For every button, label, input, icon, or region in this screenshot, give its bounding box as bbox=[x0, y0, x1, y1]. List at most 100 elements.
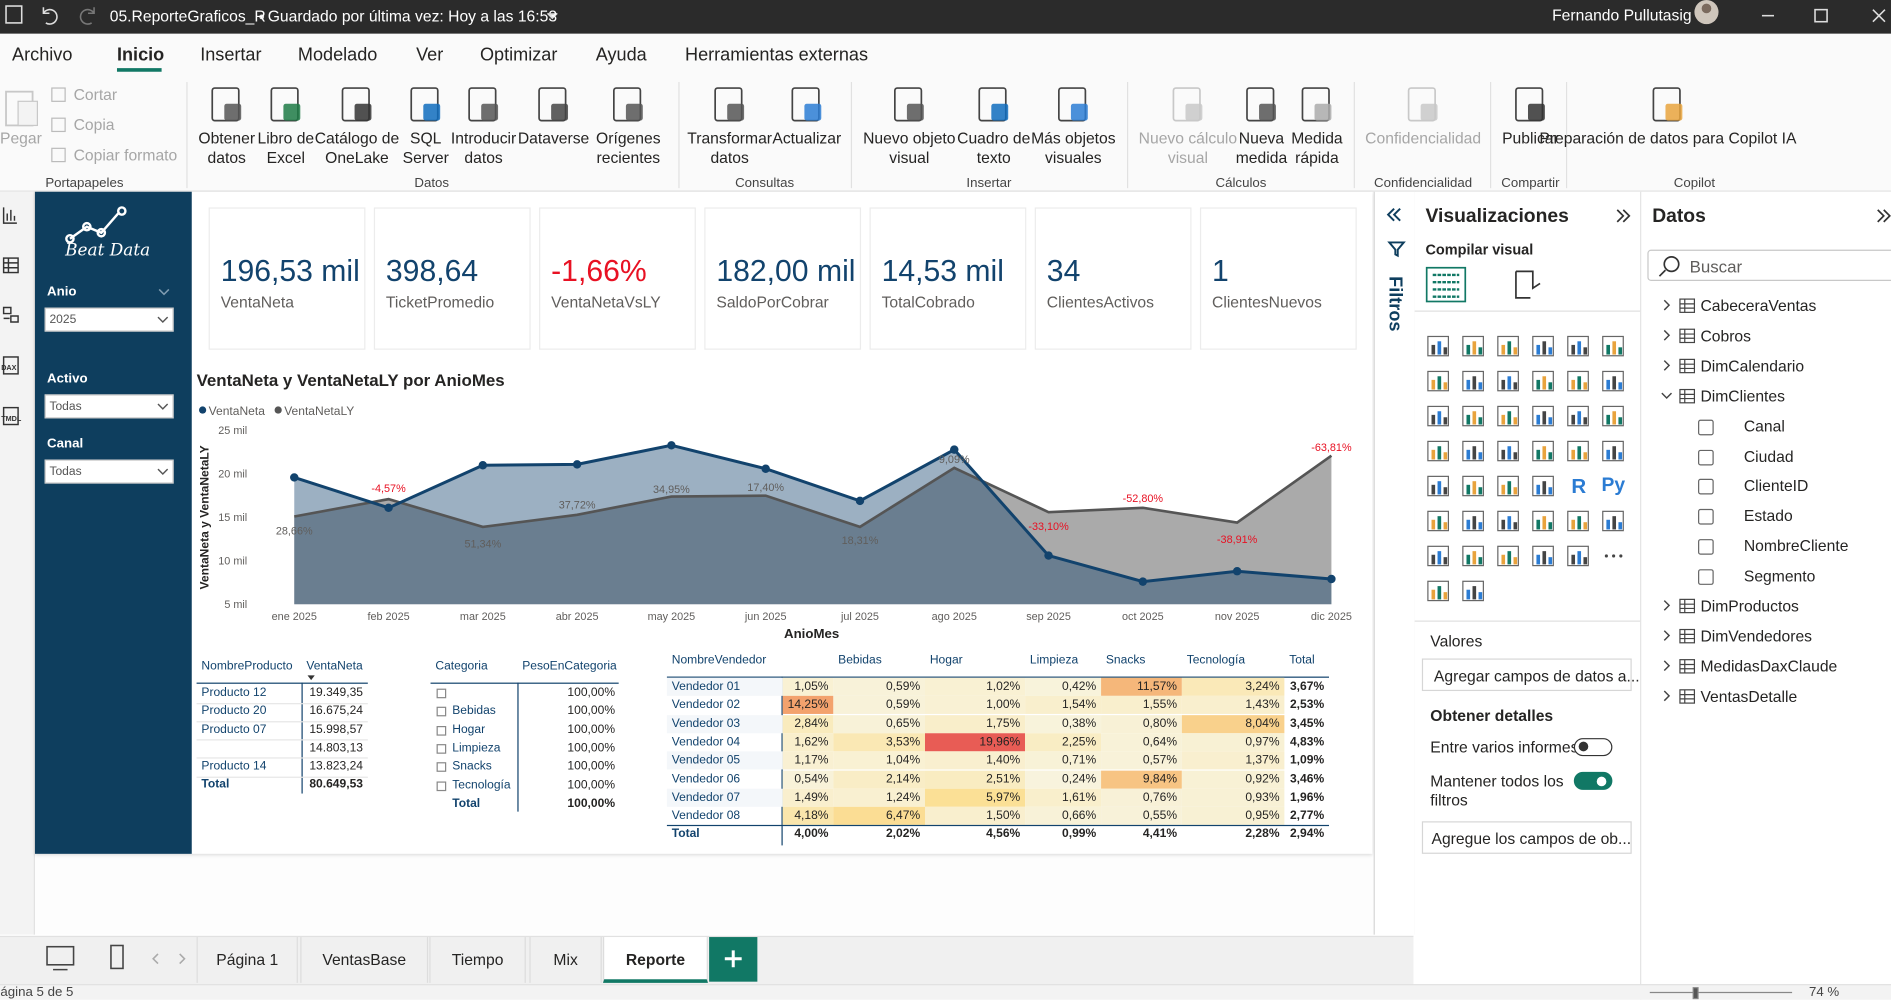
visual-type-icon[interactable] bbox=[1427, 579, 1451, 603]
column-name[interactable]: Estado bbox=[1743, 506, 1793, 525]
toggle[interactable] bbox=[1573, 771, 1613, 790]
column-name[interactable]: Ciudad bbox=[1743, 446, 1794, 465]
menu-tab[interactable]: Optimizar bbox=[479, 44, 558, 66]
visual-type-icon[interactable] bbox=[1497, 404, 1521, 428]
visual-type-icon[interactable] bbox=[1532, 474, 1556, 498]
visual-type-icon[interactable] bbox=[1497, 334, 1521, 358]
visual-type-icon[interactable] bbox=[1532, 439, 1556, 463]
table-name[interactable]: MedidasDaxClaude bbox=[1700, 657, 1838, 676]
ribbon-button[interactable]: Preparación de datos para Copilot IA bbox=[1539, 129, 1797, 148]
table-name[interactable]: DimProductos bbox=[1700, 596, 1799, 616]
visual-type-icon[interactable] bbox=[1462, 579, 1486, 603]
visual-type-icon[interactable] bbox=[1532, 509, 1556, 533]
visual-type-icon[interactable] bbox=[1427, 544, 1451, 568]
table-name[interactable]: VentasDetalle bbox=[1700, 687, 1798, 706]
ribbon-button[interactable]: Copia bbox=[73, 115, 115, 134]
visual-type-icon[interactable] bbox=[1567, 509, 1591, 533]
ribbon-button[interactable]: Obtener datos bbox=[198, 129, 256, 167]
ribbon-button[interactable]: Confidencialidad bbox=[1365, 129, 1482, 148]
table-name[interactable]: CabeceraVentas bbox=[1700, 296, 1817, 315]
ribbon-button[interactable]: Pegar bbox=[0, 129, 42, 148]
checkbox[interactable] bbox=[1698, 569, 1714, 586]
menu-tab[interactable]: Inicio bbox=[116, 44, 165, 66]
field-well[interactable]: Agregar campos de datos a... bbox=[1421, 658, 1640, 692]
ribbon-button[interactable]: Libro de Excel bbox=[257, 129, 315, 167]
visual-type-icon[interactable] bbox=[1602, 544, 1626, 568]
visual-type-icon[interactable] bbox=[1497, 509, 1521, 533]
ribbon-button[interactable]: Cortar bbox=[73, 85, 118, 104]
table-name[interactable]: DimClientes bbox=[1700, 386, 1785, 405]
visual-type-icon[interactable] bbox=[1462, 544, 1486, 568]
nav-label[interactable]: TMDL bbox=[1, 416, 22, 424]
ribbon-button[interactable]: Nueva medida bbox=[1235, 129, 1288, 167]
ribbon-button[interactable]: Catálogo de OneLake bbox=[314, 129, 400, 167]
visual-type-icon[interactable] bbox=[1567, 334, 1591, 358]
visual-type-icon[interactable] bbox=[1567, 404, 1591, 428]
table-name[interactable]: DimVendedores bbox=[1700, 626, 1812, 646]
page-tab[interactable]: Tiempo bbox=[429, 937, 526, 983]
ribbon-button[interactable]: Transformar datos bbox=[687, 129, 773, 167]
ribbon-button[interactable]: Actualizar bbox=[772, 129, 842, 148]
table-name[interactable]: Cobros bbox=[1700, 326, 1752, 345]
visual-type-icon[interactable] bbox=[1497, 544, 1521, 568]
checkbox[interactable] bbox=[1698, 509, 1714, 525]
slicer-dropdown[interactable]: Todas bbox=[44, 459, 174, 484]
filters-title[interactable]: Filtros bbox=[1384, 276, 1405, 332]
column-name[interactable]: ClienteID bbox=[1743, 476, 1809, 495]
column-name[interactable]: Segmento bbox=[1743, 566, 1816, 586]
checkbox[interactable] bbox=[1698, 449, 1714, 465]
visual-glyph[interactable]: R bbox=[1571, 475, 1587, 499]
visual-type-icon[interactable] bbox=[1532, 404, 1556, 428]
visual-type-icon[interactable] bbox=[1427, 404, 1451, 428]
visual-type-icon[interactable] bbox=[1567, 544, 1591, 568]
visual-type-icon[interactable] bbox=[1532, 334, 1556, 358]
slicer-dropdown[interactable]: 2025 bbox=[44, 307, 174, 332]
ribbon-button[interactable]: Más objetos visuales bbox=[1031, 129, 1116, 167]
ribbon-button[interactable]: Nuevo objeto visual bbox=[863, 129, 956, 167]
visual-type-icon[interactable] bbox=[1427, 439, 1451, 463]
field-well[interactable]: Agregue los campos de ob... bbox=[1421, 821, 1632, 854]
column-name[interactable]: Canal bbox=[1743, 416, 1785, 435]
page-tab[interactable]: Reporte bbox=[602, 937, 708, 983]
visual-type-icon[interactable] bbox=[1532, 544, 1556, 568]
ribbon-button[interactable]: Orígenes recientes bbox=[596, 129, 661, 167]
nav-label[interactable]: DAX bbox=[1, 365, 17, 373]
visual-type-icon[interactable] bbox=[1427, 369, 1451, 393]
slicer-dropdown[interactable]: Todas bbox=[44, 394, 174, 419]
menu-tab[interactable]: Modelado bbox=[297, 44, 378, 66]
visual-type-icon[interactable] bbox=[1462, 439, 1486, 463]
page-tab[interactable]: Mix bbox=[529, 937, 602, 983]
visual-type-icon[interactable] bbox=[1567, 439, 1591, 463]
visual-type-icon[interactable] bbox=[1462, 334, 1486, 358]
toggle[interactable] bbox=[1573, 738, 1613, 757]
checkbox[interactable] bbox=[1698, 479, 1714, 495]
ribbon-button[interactable]: Nuevo cálculo visual bbox=[1138, 129, 1238, 167]
visual-type-icon[interactable] bbox=[1567, 369, 1591, 393]
visual-type-icon[interactable] bbox=[1602, 404, 1626, 428]
ribbon-button[interactable]: Cuadro de texto bbox=[957, 129, 1031, 167]
page-tab[interactable]: Página 1 bbox=[196, 937, 298, 983]
visual-type-icon[interactable] bbox=[1602, 439, 1626, 463]
visual-type-icon[interactable] bbox=[1602, 334, 1626, 358]
visual-type-icon[interactable] bbox=[1427, 474, 1451, 498]
visual-type-icon[interactable] bbox=[1602, 509, 1626, 533]
table-name[interactable]: DimCalendario bbox=[1700, 356, 1805, 375]
menu-tab[interactable]: Herramientas externas bbox=[685, 44, 868, 66]
menu-tab[interactable]: Ver bbox=[416, 44, 444, 66]
column-name[interactable]: NombreCliente bbox=[1743, 536, 1849, 555]
menu-tab[interactable]: Ayuda bbox=[595, 44, 647, 66]
ribbon-button[interactable]: Dataverse bbox=[517, 129, 590, 148]
visual-type-icon[interactable] bbox=[1462, 474, 1486, 498]
checkbox[interactable] bbox=[1698, 539, 1714, 555]
visual-type-icon[interactable] bbox=[1497, 474, 1521, 498]
menu-tab[interactable]: Insertar bbox=[200, 44, 262, 66]
ribbon-button[interactable]: Introducir datos bbox=[450, 129, 517, 167]
visual-type-icon[interactable] bbox=[1427, 334, 1451, 358]
page-tab[interactable]: VentasBase bbox=[300, 937, 429, 983]
ribbon-button[interactable]: SQL Server bbox=[402, 129, 449, 167]
ribbon-button[interactable]: Publicar bbox=[1502, 129, 1559, 148]
visual-type-icon[interactable] bbox=[1532, 369, 1556, 393]
checkbox[interactable] bbox=[1698, 419, 1714, 435]
visual-type-icon[interactable] bbox=[1497, 369, 1521, 393]
visual-type-icon[interactable] bbox=[1427, 509, 1451, 533]
